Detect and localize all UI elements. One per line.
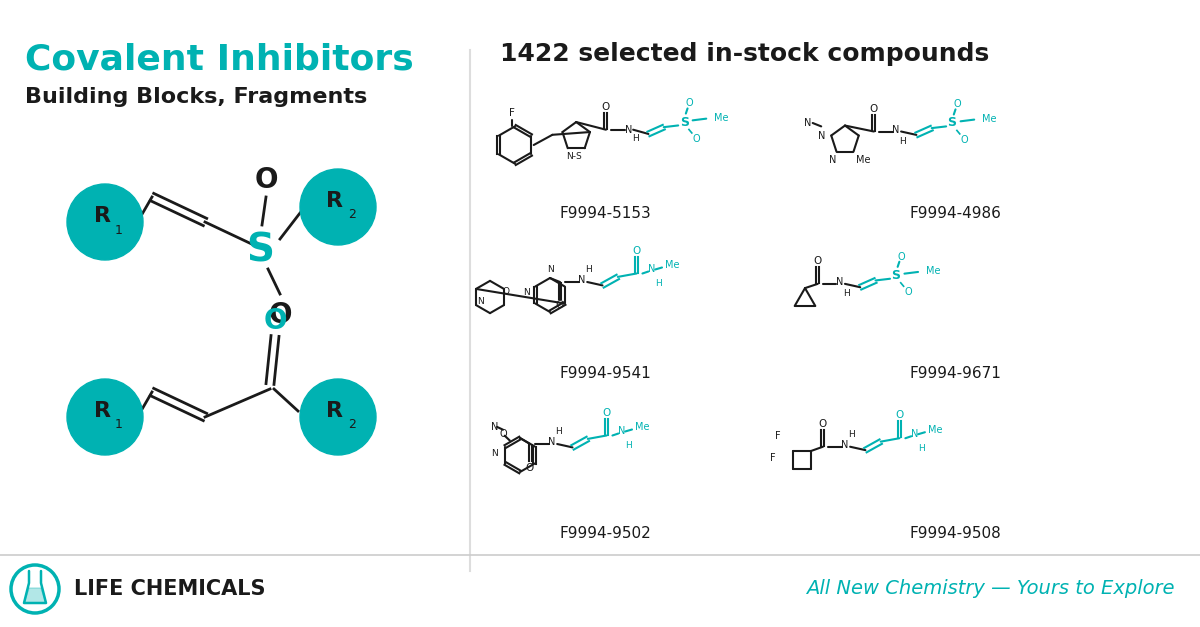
Text: O: O [960,135,968,145]
Text: H: H [655,279,662,288]
Text: H: H [844,289,850,298]
Circle shape [300,379,376,455]
Text: Building Blocks, Fragments: Building Blocks, Fragments [25,87,367,107]
Text: N: N [804,118,811,128]
Text: R: R [94,401,110,421]
Text: O: O [898,251,905,261]
Text: F9994-9508: F9994-9508 [910,527,1001,542]
Text: N-S: N-S [566,152,582,161]
Text: O: O [904,287,912,297]
Text: O: O [818,419,827,429]
Circle shape [67,379,143,455]
Text: O: O [632,246,641,256]
Text: O: O [526,463,534,473]
Text: Me: Me [929,425,943,435]
Text: 1: 1 [115,223,122,236]
Text: N: N [547,265,554,273]
Text: 1422 selected in-stock compounds: 1422 selected in-stock compounds [500,42,989,66]
Text: F9994-9671: F9994-9671 [910,367,1001,381]
Text: F9994-9502: F9994-9502 [559,527,650,542]
Text: Me: Me [925,266,940,276]
Text: N: N [578,275,586,285]
Text: O: O [602,408,611,418]
Text: R: R [94,206,110,226]
Text: Me: Me [714,113,728,123]
Text: O: O [692,134,700,144]
Text: H: H [918,444,925,453]
Text: N: N [523,288,529,297]
Text: 1: 1 [115,418,122,431]
Text: LIFE CHEMICALS: LIFE CHEMICALS [74,579,265,599]
Text: H: H [900,137,906,146]
Text: R: R [326,401,343,421]
Text: Me: Me [982,113,996,124]
Text: N: N [828,155,836,166]
Text: O: O [814,256,822,266]
Text: N: N [625,125,632,135]
Text: F9994-5153: F9994-5153 [559,206,650,221]
Text: Me: Me [636,423,650,433]
Text: F: F [509,108,515,118]
Polygon shape [24,588,46,603]
Text: O: O [499,429,506,439]
Text: O: O [263,307,287,335]
Text: Me: Me [857,155,871,166]
Text: S: S [246,232,274,270]
Text: F9994-4986: F9994-4986 [910,206,1001,221]
Text: N: N [836,277,844,287]
Circle shape [300,169,376,245]
Text: 2: 2 [348,209,356,221]
Circle shape [67,184,143,260]
Text: O: O [870,103,878,113]
Text: H: H [632,134,640,143]
Text: H: H [586,265,593,275]
Text: N: N [476,297,484,305]
Text: O: O [254,166,277,194]
Text: R: R [326,191,343,211]
Text: O: O [269,301,292,329]
Text: O: O [503,288,510,297]
Text: N: N [491,422,498,432]
Text: All New Chemistry — Yours to Explore: All New Chemistry — Yours to Explore [806,579,1175,599]
Text: F9994-9541: F9994-9541 [559,367,650,381]
Text: N: N [841,440,848,450]
Text: N: N [817,131,824,140]
Text: O: O [556,300,564,310]
Text: H: H [848,430,856,440]
Text: F: F [770,453,776,463]
Text: F: F [775,431,781,441]
Text: H: H [625,441,632,450]
Text: O: O [685,98,694,108]
Text: 2: 2 [348,418,356,431]
Text: O: O [895,410,904,420]
Text: N: N [548,437,556,447]
Text: N: N [618,426,625,436]
Text: N: N [911,429,918,440]
Text: O: O [602,102,610,112]
Text: S: S [679,115,689,129]
Text: H: H [556,428,563,436]
Text: S: S [892,269,900,282]
Text: N: N [893,125,900,135]
Text: Covalent Inhibitors: Covalent Inhibitors [25,42,414,76]
Text: Me: Me [665,260,680,270]
Text: O: O [953,99,961,109]
Text: N: N [492,448,498,458]
Text: N: N [648,265,655,275]
Text: S: S [948,117,956,130]
